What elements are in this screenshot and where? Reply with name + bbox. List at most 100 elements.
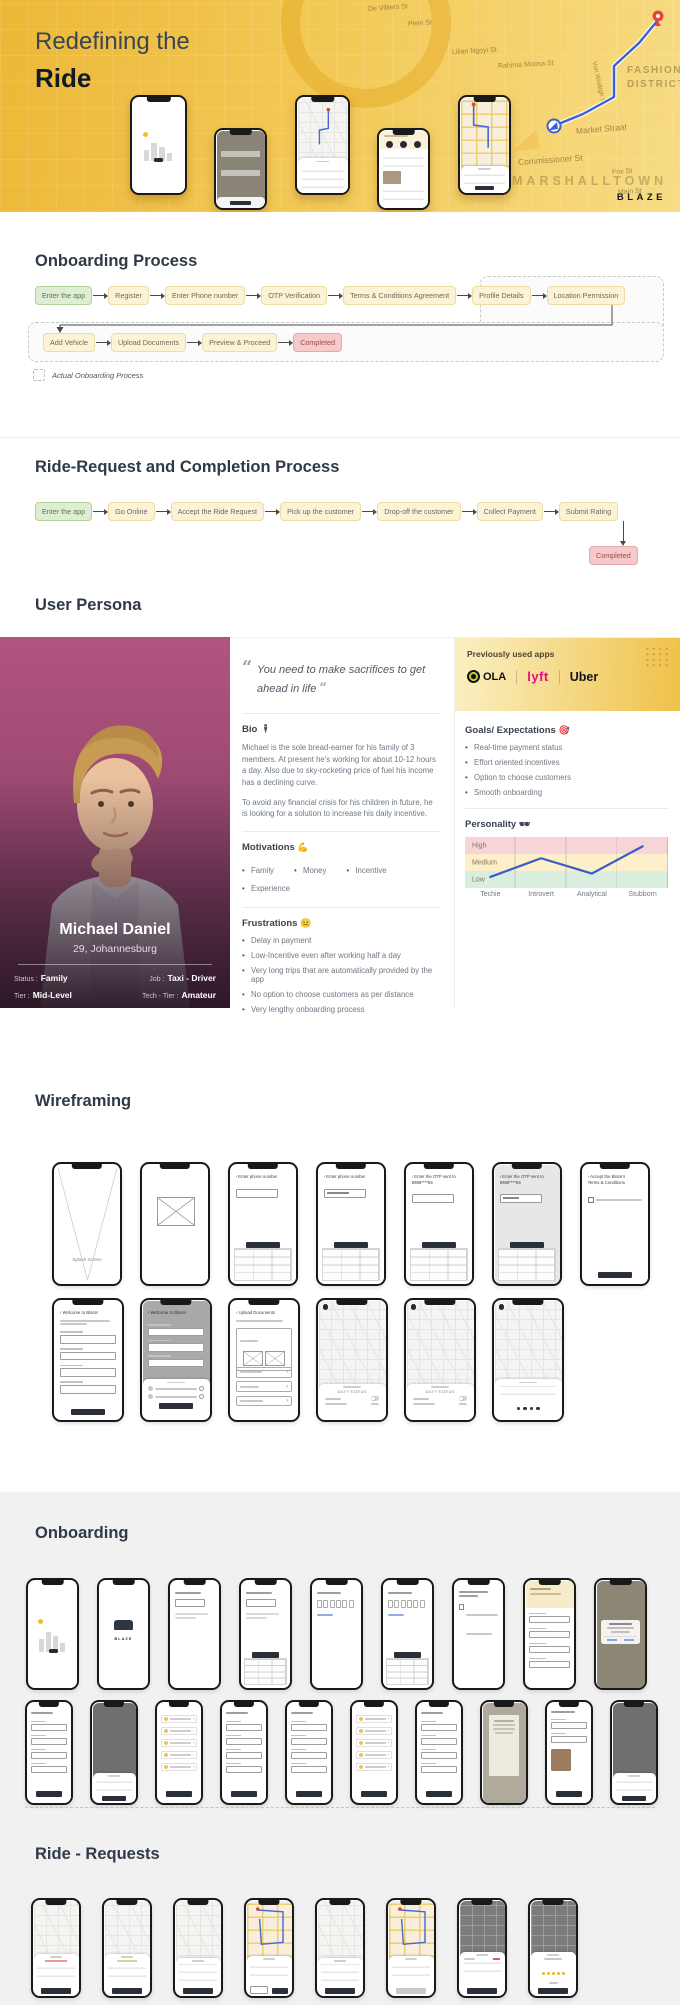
goals-heading: Goals/ Expectations 🎯 — [465, 725, 570, 736]
ola-mark-icon — [467, 670, 480, 683]
flow-step: Location Permission — [546, 286, 626, 305]
flow-arrow — [461, 508, 477, 515]
persona-attribute: Tech - Tier : Amateur — [141, 990, 216, 1000]
band-label: High — [472, 842, 486, 849]
section-title-user-persona: User Persona — [35, 596, 142, 614]
phone-mockup-wf_otp_f: ‹ Enter the OTP sent to 9988****55 — [492, 1162, 562, 1286]
motivations-list: Family Money Incentive Experience — [242, 860, 440, 896]
divider — [18, 964, 212, 965]
persona-photo: Michael Daniel 29, Johannesburg Status :… — [0, 637, 230, 1008]
list-item: Very long trips that are automatically p… — [242, 966, 440, 984]
divider — [558, 669, 560, 684]
phone-mockup-hp_gray — [214, 128, 267, 210]
chart-gridlines — [465, 837, 668, 888]
legend-dashed-swatch — [33, 369, 45, 381]
phone-mockup-ob_otp_pad — [381, 1578, 434, 1690]
target-icon: 🎯 — [558, 725, 570, 735]
phone-mockup-wf_terms: ‹ Accept the Blaze's Terms & Conditions — [580, 1162, 650, 1286]
direction-arrow-icon — [512, 130, 540, 152]
list-item: Effort oriented incentives — [465, 758, 668, 767]
route-line — [555, 19, 659, 127]
chart-band: High — [465, 837, 668, 854]
phone-mockup-rr_dark_stars — [528, 1898, 578, 1998]
phone-mockup-ob_list: › › › › › — [350, 1700, 398, 1805]
chart-category-label: Introvert — [528, 891, 554, 898]
chart-categories: Techie Introvert Analytical Stubborn — [465, 891, 668, 898]
phone-mockup-ob_doc — [480, 1700, 528, 1805]
phone-mockup-ob_form — [220, 1700, 268, 1805]
brand-logo: BLAZE — [616, 192, 666, 203]
list-item: Low-Incentive even after working half a … — [242, 951, 440, 960]
persona-right-column: Previously used apps OLA lyft Uber Goals… — [455, 637, 680, 1008]
section-title-ride-requests: Ride - Requests — [35, 1845, 160, 1863]
persona-name: Michael Daniel — [59, 921, 171, 938]
phone-mockup-wf_input: ‹ Enter phone number — [228, 1162, 298, 1286]
list-item: Option to choose customers — [465, 773, 668, 782]
list-item: No option to choose customers as per dis… — [242, 990, 440, 999]
persona-attribute: Tier : Mid-Level — [14, 990, 72, 1000]
flow-arrow — [265, 508, 281, 515]
phone-mockup-ob_input — [168, 1578, 221, 1690]
personality-line — [489, 845, 644, 879]
phone-mockup-ob_form — [415, 1700, 463, 1805]
flow-step: Enter Phone number — [164, 286, 246, 305]
frustrations-heading: Frustrations 😐 — [242, 918, 312, 930]
onboarding-flow-row1: Enter the app Register Enter Phone number O… — [35, 286, 626, 305]
persona-card: Michael Daniel 29, Johannesburg Status :… — [0, 637, 680, 1014]
section-title-ride-process: Ride-Request and Completion Process — [35, 458, 340, 476]
flow-step: Terms & Conditions Agreement — [343, 286, 457, 305]
flow-step: Completed — [589, 546, 638, 565]
phone-mockup-wf_form: ‹ Welcome to Blaze! — [52, 1298, 124, 1422]
divider — [465, 808, 668, 809]
phone-mockup-ob_form — [25, 1700, 73, 1805]
phone-mockup-rr_light — [173, 1898, 223, 1998]
phone-mockup-ob_form_yellow — [523, 1578, 576, 1690]
onboarding-flow-row2: Add Vehicle Upload Documents Preview & Pro… — [43, 333, 342, 352]
list-item: Smooth onboarding — [465, 788, 668, 797]
phone-mockup-hp_map2 — [458, 95, 511, 195]
bio-icon: 🕴 — [259, 724, 272, 734]
phone-mockup-wf_otp: ‹ Enter the OTP sent to 9988****55 — [404, 1162, 474, 1286]
chart-band: Low — [465, 871, 668, 888]
divider — [242, 907, 440, 909]
hero-title-line2: Ride — [35, 63, 92, 93]
phone-mockup-wf_map_otp — [492, 1298, 564, 1422]
flow-step: Preview & Proceed — [202, 333, 278, 352]
flow-arrow — [457, 292, 473, 299]
chart-category-label: Analytical — [576, 891, 607, 898]
flow-step: Register — [108, 286, 149, 305]
divider — [242, 831, 440, 833]
open-quote-icon: “ — [242, 657, 253, 678]
apps-logos: OLA lyft Uber — [467, 669, 668, 684]
flow-step: Drop-off the customer — [377, 502, 461, 521]
phone-mockup-hp_map — [295, 95, 350, 195]
quote-text: You need to make sacrifices to get ahead… — [257, 664, 426, 695]
persona-quote: “ You need to make sacrifices to get ahe… — [242, 657, 440, 702]
uber-logo: Uber — [569, 669, 599, 684]
phone-mockup-wf_map_duty: DUTY STATUS — [316, 1298, 388, 1422]
ride-requests-row — [31, 1898, 578, 1998]
goals-list: Real-time payment status Effort oriented … — [465, 743, 668, 797]
phone-mockup-rr_light_stars — [102, 1898, 152, 1998]
flow-arrow — [93, 508, 109, 515]
band-label: Low — [472, 876, 485, 883]
phone-mockup-wf_upload: ‹ Upload Documents › › › — [228, 1298, 300, 1422]
navigation-triangle-icon — [548, 122, 558, 131]
section-title-onboarding-process: Onboarding Process — [35, 252, 198, 270]
chart-category-label: Stubborn — [628, 891, 657, 898]
flow-step: Accept the Ride Request — [170, 502, 265, 521]
phone-mockup-wf_input_f: ‹ Enter phone number — [316, 1162, 386, 1286]
personality-chart: High Medium Low Techie Introvert Analytical St… — [465, 837, 668, 898]
section-divider — [0, 437, 680, 438]
phone-mockup-hp_list — [377, 128, 430, 210]
phone-mockup-wf_splash: Splash Screen — [52, 1162, 122, 1286]
legend-label: Actual Onboarding Process — [52, 370, 144, 380]
phone-mockup-ob_terms — [452, 1578, 505, 1690]
phone-mockup-wf_image — [140, 1162, 210, 1286]
phone-mockup-ob_photo — [545, 1700, 593, 1805]
phone-mockup-ob_list: › › › › › — [155, 1700, 203, 1805]
ola-logo: OLA — [467, 670, 506, 683]
phone-mockup-ob_dark_dialog — [594, 1578, 647, 1690]
flow-step: Completed — [293, 333, 342, 352]
